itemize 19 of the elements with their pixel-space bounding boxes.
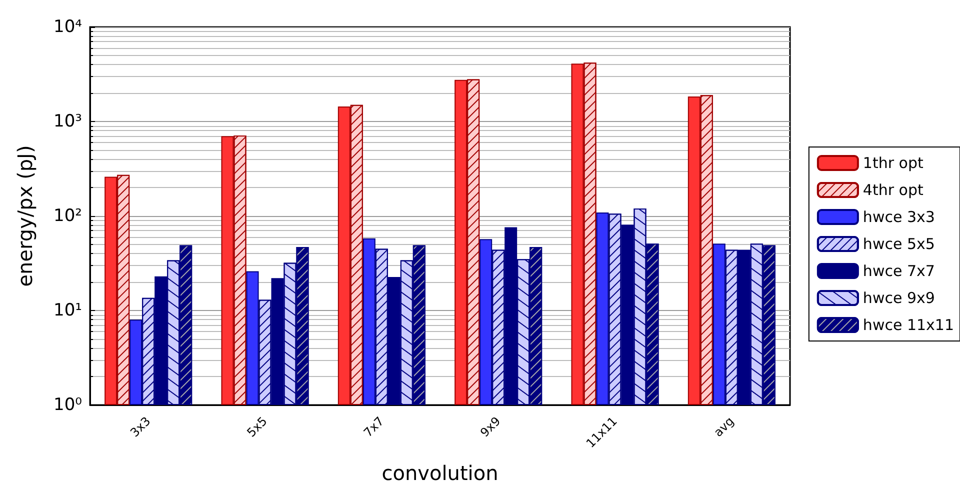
x-tick-label: 7x7 [360,414,387,440]
x-axis-title: convolution [382,461,498,485]
x-tick-label: 3x3 [128,414,154,440]
y-axis-title: energy/px (pJ) [13,145,37,287]
legend-label: hwce 9x9 [862,289,935,307]
x-tick-label: 5x5 [244,414,270,440]
legend-label: hwce 3x3 [862,208,935,226]
legend-label: hwce 7x7 [862,262,935,280]
y-tick-label: 10¹ [54,300,82,320]
y-tick-label: 10⁴ [54,17,82,37]
x-tick-label: 9x9 [478,414,504,440]
legend-label: 4thr opt [862,181,924,199]
legend-label: 1thr opt [862,154,924,172]
legend-label: hwce 5x5 [862,235,935,253]
y-tick-label: 10³ [54,112,82,132]
x-tick-label: avg [711,414,737,440]
legend-label: hwce 11x11 [862,316,954,334]
y-tick-label: 10² [54,206,82,226]
y-tick-label: 10⁰ [54,395,82,415]
